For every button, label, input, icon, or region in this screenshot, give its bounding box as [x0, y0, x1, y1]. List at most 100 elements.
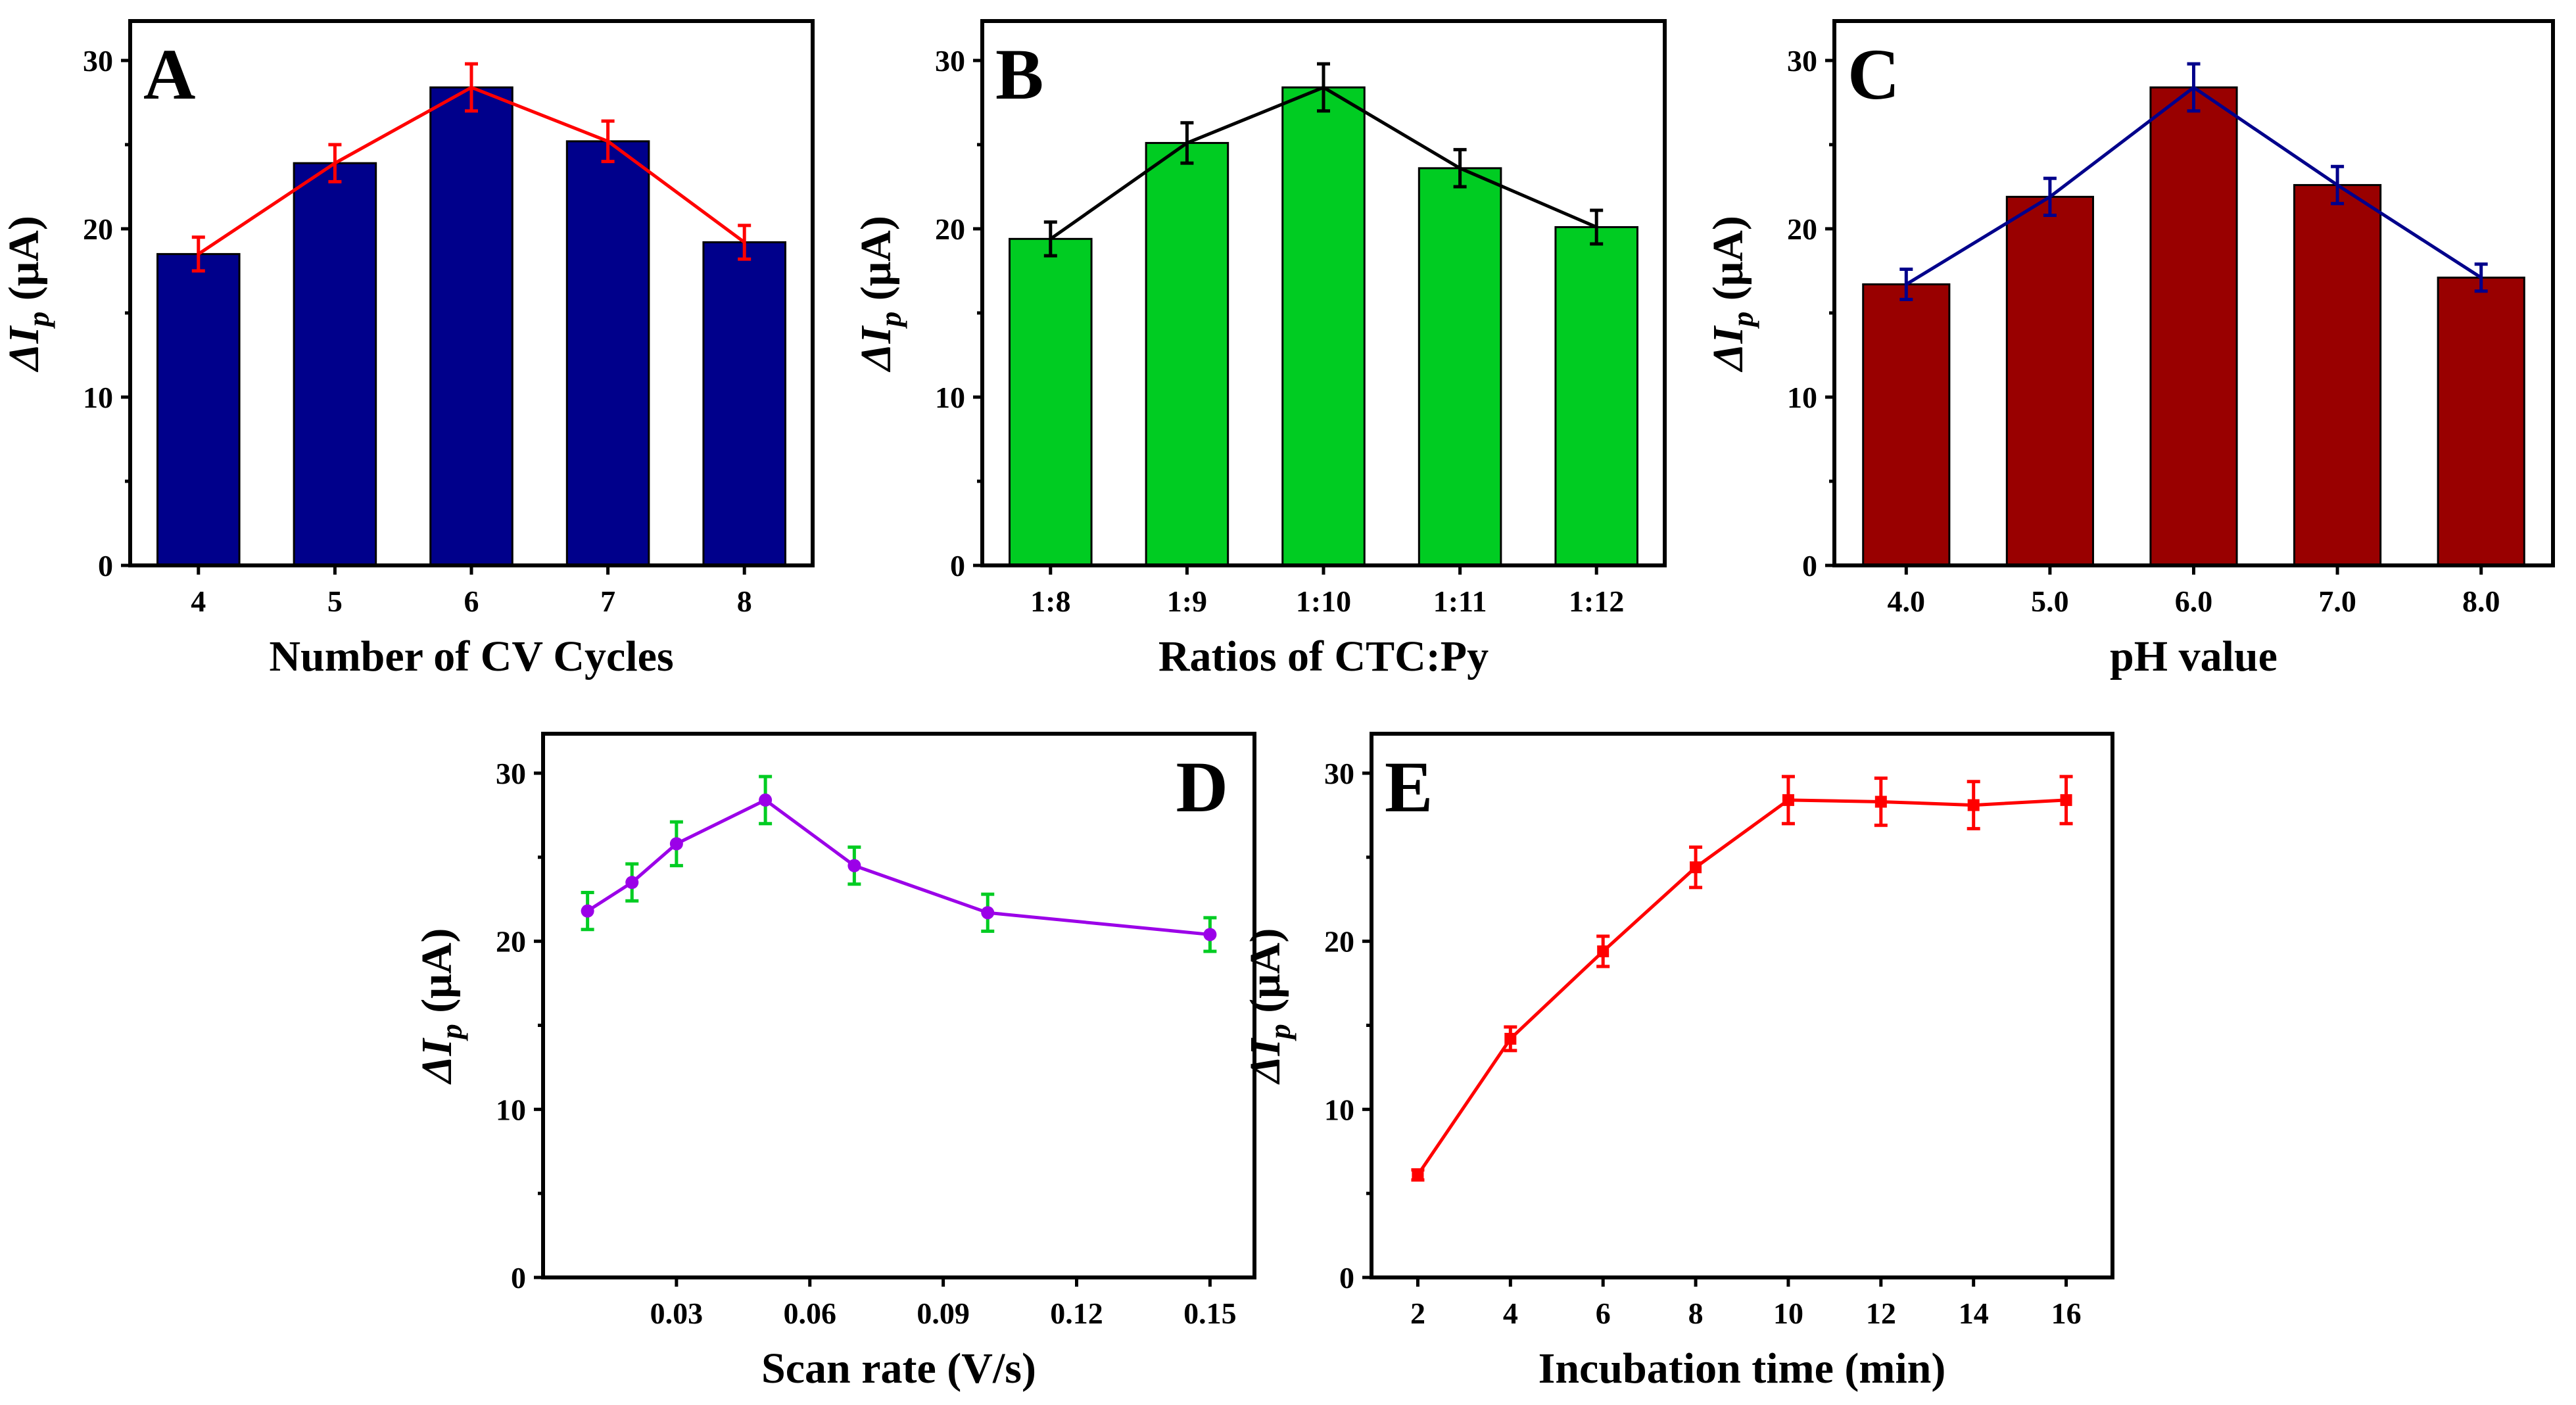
panel-e-point	[1690, 861, 1702, 874]
y-axis-title-subscript: p	[1263, 1024, 1297, 1041]
panel-c-xtick-label: 7.0	[2318, 584, 2356, 618]
panel-a-ytick-label: 20	[83, 212, 113, 246]
panel-c-x-axis-title: pH value	[2110, 632, 2278, 680]
panel-b: 0 10 20 30 1:8 1:9 1:10 1:11 1:12 Ratios of CTC:P…	[852, 19, 1667, 680]
panel-a-error-bar	[738, 224, 751, 261]
y-axis-title-unit: (μA)	[0, 216, 48, 312]
panel-b-ytick-label: 30	[935, 44, 965, 78]
y-axis-title-main: ΔI	[0, 325, 48, 372]
panel-a-label: A	[143, 34, 195, 114]
panel-b-bar-1-12	[1554, 226, 1638, 567]
panel-e-xtick-label: 16	[2051, 1297, 2082, 1330]
panel-b-ytick-label: 0	[950, 549, 965, 583]
panel-d-xtick-label: 0.09	[917, 1297, 970, 1330]
panel-e-x-axis-title: Incubation time (min)	[1538, 1345, 1946, 1393]
panel-b-error-bar	[1590, 208, 1604, 246]
panel-a-xtick-label: 4	[191, 584, 206, 618]
panel-c-ytick-label: 0	[1802, 549, 1817, 583]
panel-e-ytick-label: 0	[1339, 1261, 1354, 1295]
panel-b-label: B	[995, 34, 1043, 114]
panel-e-point	[1782, 794, 1794, 806]
panel-c-bar-4-0	[1862, 283, 1951, 567]
panel-c-xtick-label: 4.0	[1888, 584, 1926, 618]
panel-e: 0 10 20 30 2 4 6 8 10 12 14 16 Incubation time (min)…	[1241, 732, 2114, 1393]
panel-c-bar-8-0	[2437, 276, 2525, 567]
panel-e-xtick-label: 8	[1688, 1297, 1704, 1330]
panel-d-label: D	[1176, 747, 1228, 827]
panel-e-xtick-label: 6	[1596, 1297, 1611, 1330]
panel-a-ytick-label: 10	[83, 381, 113, 414]
panel-c: 0 10 20 30 4.0 5.0 6.0 7.0 8.0 pH value ΔIp (μA) C	[1704, 19, 2555, 680]
panel-a-bar-7	[565, 140, 650, 567]
panel-b-x-axis-title: Ratios of CTC:Py	[1158, 632, 1489, 680]
panel-c-error-bar	[2187, 62, 2201, 113]
panel-b-bar-1-10	[1281, 86, 1366, 567]
panel-d-ytick-label: 10	[496, 1093, 526, 1126]
panel-b-bar-1-9	[1145, 141, 1229, 567]
panel-a-xtick-label: 8	[737, 584, 752, 618]
panel-d-xtick-label: 0.03	[650, 1297, 704, 1330]
panel-a-bar-8	[702, 241, 786, 567]
panel-b-bar-1-11	[1418, 167, 1502, 567]
panel-c-error-bar	[1899, 267, 1913, 302]
panel-d-point	[1203, 928, 1217, 941]
panel-e-ytick-label: 20	[1324, 925, 1354, 959]
panel-c-error-bar	[2331, 164, 2345, 206]
panel-d-point	[981, 906, 995, 920]
panel-e-xtick-label: 4	[1503, 1297, 1518, 1330]
panel-c-label: C	[1848, 34, 1899, 114]
panel-a: 0 10 20 30 4 5 6 7 8 Number of CV Cycles ΔIp (μA) A	[0, 19, 815, 680]
y-axis-title-main: ΔI	[1241, 1037, 1289, 1085]
panel-c-y-axis-title: ΔIp (μA)	[1704, 216, 1759, 373]
panel-a-bar-6	[429, 86, 513, 567]
panel-b-xtick-label: 1:11	[1433, 584, 1487, 618]
panel-b-xtick-label: 1:12	[1569, 584, 1624, 618]
panel-e-series-line	[1416, 798, 2066, 1176]
panel-b-error-bar	[1453, 148, 1467, 189]
panel-a-y-axis-title: ΔIp (μA)	[0, 216, 55, 373]
y-axis-title-subscript: p	[874, 312, 907, 329]
panel-e-ytick-label: 30	[1324, 757, 1354, 790]
y-axis-title-main: ΔI	[1704, 325, 1752, 372]
panel-d-point	[847, 859, 861, 872]
y-axis-title-unit: (μA)	[852, 216, 900, 312]
panel-a-x-axis-title: Number of CV Cycles	[269, 632, 673, 680]
panel-a-error-bar	[191, 235, 205, 273]
panel-b-bar-1-8	[1009, 237, 1093, 567]
panel-d-x-axis-title: Scan rate (V/s)	[761, 1345, 1036, 1393]
panel-b-error-bar	[1317, 62, 1330, 113]
y-axis-title-unit: (μA)	[1241, 928, 1289, 1024]
panel-b-y-axis-title: ΔIp (μA)	[852, 216, 907, 373]
panel-d-xtick-label: 0.06	[784, 1297, 837, 1330]
panel-d-xtick-label: 0.15	[1183, 1297, 1237, 1330]
panel-b-ytick-label: 10	[935, 381, 965, 414]
y-axis-title-unit: (μA)	[413, 928, 461, 1024]
panel-d-frame	[541, 732, 1256, 1279]
panel-a-bar-4	[156, 252, 241, 567]
panel-d-ytick-label: 20	[496, 925, 526, 959]
panel-e-y-axis-title: ΔIp (μA)	[1241, 928, 1297, 1085]
y-axis-title-subscript: p	[435, 1024, 468, 1041]
panel-c-xtick-label: 8.0	[2462, 584, 2500, 618]
y-axis-title-subscript: p	[1726, 312, 1759, 329]
panel-a-bar-5	[293, 162, 377, 567]
panel-a-ytick-label: 30	[83, 44, 113, 78]
panel-b-xtick-label: 1:8	[1030, 584, 1070, 618]
panel-e-xtick-label: 12	[1866, 1297, 1896, 1330]
panel-a-error-bar	[465, 62, 478, 113]
panel-c-bar-5-0	[2005, 195, 2094, 567]
panel-c-xtick-label: 6.0	[2175, 584, 2213, 618]
panel-b-error-bar	[1043, 220, 1057, 258]
panel-d-ytick-label: 0	[511, 1261, 526, 1295]
panel-b-xtick-label: 1:9	[1167, 584, 1207, 618]
panel-a-error-bar	[601, 119, 615, 164]
panel-b-ytick-label: 20	[935, 212, 965, 246]
panel-d-point	[581, 904, 594, 918]
panel-e-point	[1874, 796, 1887, 808]
panel-e-label: E	[1385, 747, 1433, 827]
y-axis-title-main: ΔI	[413, 1037, 461, 1085]
panel-d-series-line	[586, 798, 1210, 936]
y-axis-title-subscript: p	[22, 312, 55, 329]
panel-e-point	[1412, 1169, 1424, 1181]
